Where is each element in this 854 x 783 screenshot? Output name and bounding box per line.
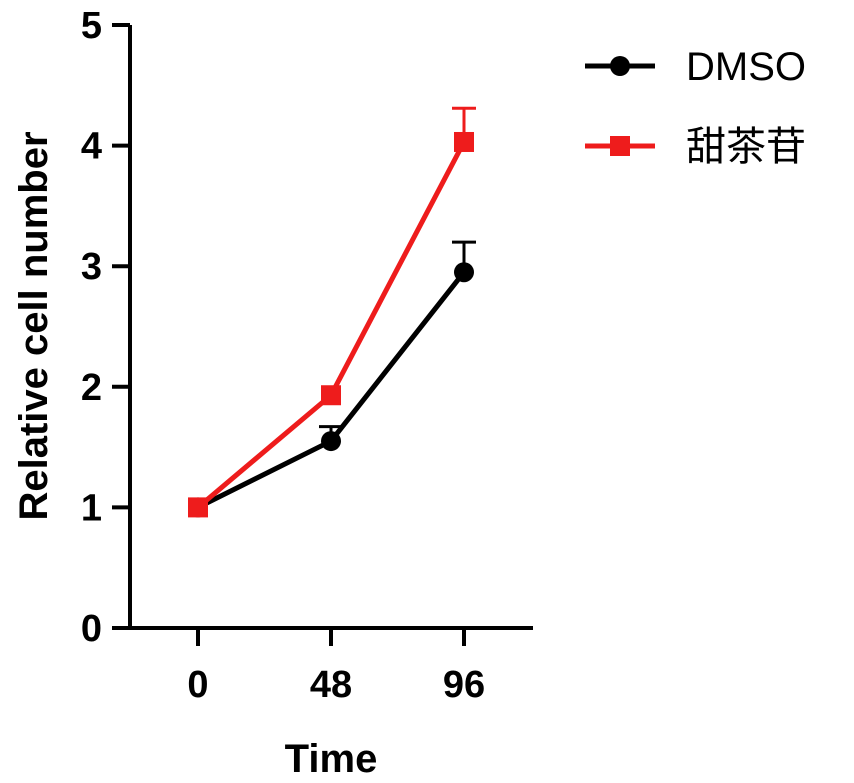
legend-item: DMSO	[585, 45, 806, 89]
x-axis-title: Time	[285, 737, 378, 781]
series-1	[188, 242, 476, 517]
y-tick-label: 3	[81, 246, 102, 288]
data-point	[188, 497, 208, 517]
legend-marker	[610, 56, 630, 76]
data-point	[454, 262, 474, 282]
y-axis-ticks: 0 1 2 3 4 5	[81, 5, 130, 650]
data-point	[321, 431, 341, 451]
data-point	[454, 132, 474, 152]
y-tick-label: 4	[81, 126, 102, 168]
axes	[128, 25, 533, 628]
legend-label: 甜茶苷	[686, 125, 806, 169]
legend-item: 甜茶苷	[585, 125, 806, 169]
series-layer	[188, 108, 476, 517]
y-tick-label: 0	[81, 608, 102, 650]
data-point	[321, 385, 341, 405]
x-tick-label: 0	[187, 664, 208, 706]
y-tick-label: 5	[81, 5, 102, 47]
y-axis-title: Relative cell number	[12, 131, 56, 520]
legend-marker	[610, 136, 630, 156]
legend-label: DMSO	[686, 45, 806, 89]
x-tick-label: 96	[443, 664, 485, 706]
x-axis-ticks: 0 48 96	[187, 628, 485, 706]
y-tick-label: 1	[81, 487, 102, 529]
y-tick-label: 2	[81, 367, 102, 409]
x-tick-label: 48	[310, 664, 352, 706]
legend: DMSO 甜茶苷	[585, 45, 806, 169]
